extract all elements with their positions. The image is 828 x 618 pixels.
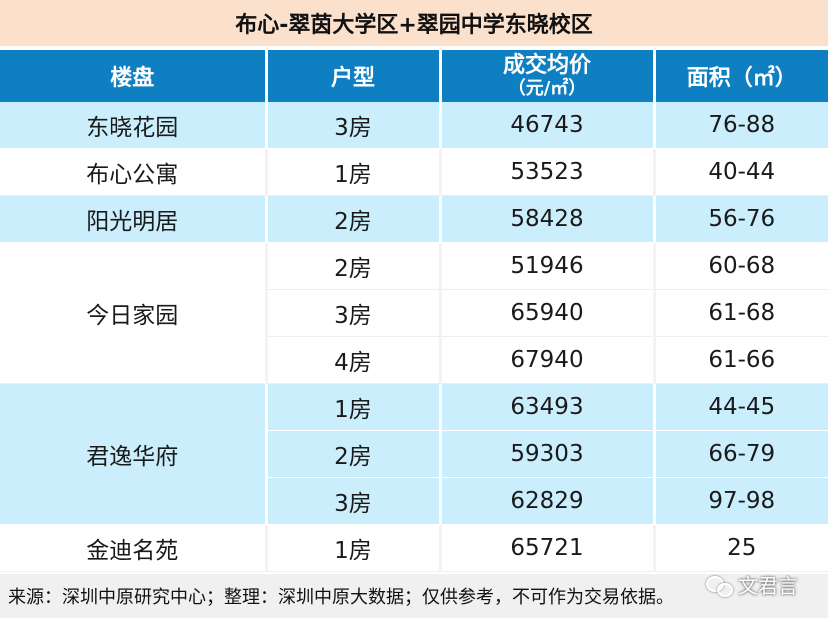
header-name: 楼盘 [0, 50, 268, 102]
cell-price: 53523 [440, 148, 656, 196]
cell-name: 君逸华府 [0, 383, 268, 525]
cell-area: 40-44 [654, 148, 828, 196]
watermark-text: 文君言 [738, 574, 798, 598]
cell-area: 60-68 [654, 242, 828, 290]
cell-price: 51946 [440, 242, 656, 290]
cell-area: 97-98 [654, 477, 828, 525]
header-type: 户型 [266, 50, 442, 102]
cell-area: 44-45 [654, 383, 828, 431]
header-area: 面积（㎡） [654, 50, 828, 102]
table-title: 布心-翠茵大学区+翠园中学东晓校区 [0, 0, 828, 46]
table-row: 布心公寓 1房 53523 40-44 [0, 148, 828, 196]
table-row: 今日家园 2房 51946 60-68 [0, 242, 828, 384]
cell-area: 56-76 [654, 195, 828, 243]
cell-price: 65940 [440, 289, 656, 337]
cell-price: 63493 [440, 383, 656, 431]
source-note: 来源：深圳中原研究中心；整理：深圳中原大数据；仅供参考，不可作为交易依据。 [0, 574, 828, 618]
price-table: 楼盘 户型 成交均价 （元/㎡） 面积（㎡） 东晓花园 3房 46743 76-… [0, 50, 828, 572]
header-price-unit: （元/㎡） [507, 78, 587, 99]
cell-name: 阳光明居 [0, 195, 268, 243]
cell-type: 1房 [266, 383, 442, 431]
header-row: 楼盘 户型 成交均价 （元/㎡） 面积（㎡） [0, 50, 828, 102]
cell-name: 布心公寓 [0, 148, 268, 196]
table-row: 3房 62829 97-98 [0, 477, 828, 525]
cell-price: 58428 [440, 195, 656, 243]
cell-type: 3房 [266, 477, 442, 525]
cell-type: 4房 [266, 336, 442, 384]
cell-type: 1房 [266, 524, 442, 572]
wechat-icon [706, 574, 733, 597]
cell-price: 65721 [440, 524, 656, 572]
cell-area: 66-79 [654, 430, 828, 478]
header-price-main: 成交均价 [502, 53, 591, 78]
watermark: 文君言 [706, 570, 798, 599]
cell-name: 今日家园 [0, 242, 268, 384]
cell-price: 46743 [440, 102, 656, 149]
cell-type: 2房 [266, 242, 442, 290]
cell-type: 2房 [266, 430, 442, 478]
table-row: 金迪名苑 1房 65721 25 [0, 524, 828, 572]
cell-price: 67940 [440, 336, 656, 384]
table-row: 君逸华府 1房 63493 44-45 [0, 383, 828, 525]
table-row: 3房 65940 61-68 [0, 289, 828, 337]
cell-type: 3房 [266, 289, 442, 337]
cell-name: 东晓花园 [0, 102, 268, 149]
cell-price: 62829 [440, 477, 656, 525]
cell-price: 59303 [440, 430, 656, 478]
cell-area: 61-68 [654, 289, 828, 337]
header-price: 成交均价 （元/㎡） [440, 50, 656, 102]
table-row: 2房 59303 66-79 [0, 430, 828, 478]
table-row: 阳光明居 2房 58428 56-76 [0, 195, 828, 243]
table-row: 东晓花园 3房 46743 76-88 [0, 102, 828, 149]
cell-area: 61-66 [654, 336, 828, 384]
cell-type: 3房 [266, 102, 442, 149]
table-row: 4房 67940 61-66 [0, 336, 828, 384]
cell-name: 金迪名苑 [0, 524, 268, 572]
cell-type: 1房 [266, 148, 442, 196]
cell-area: 25 [654, 524, 828, 572]
cell-type: 2房 [266, 195, 442, 243]
cell-area: 76-88 [654, 102, 828, 149]
